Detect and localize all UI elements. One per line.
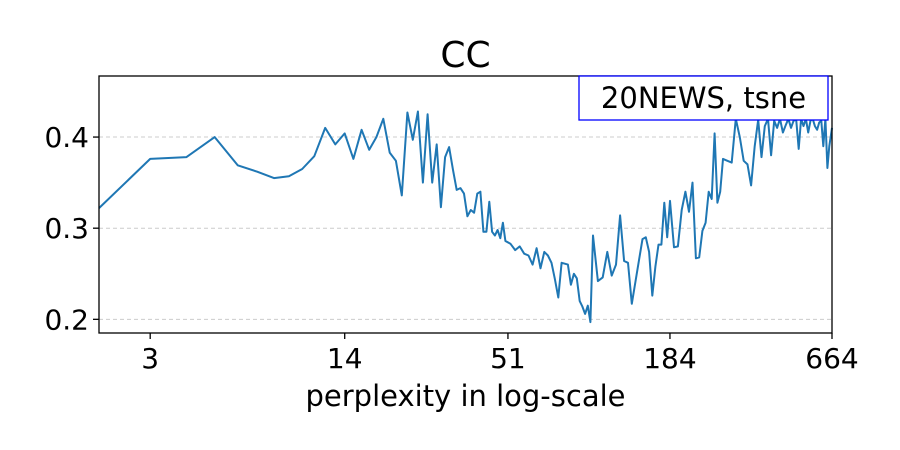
x-tick-label: 3 <box>141 342 159 375</box>
chart-title: CC <box>440 35 490 76</box>
y-tick-label: 0.3 <box>44 212 89 245</box>
x-axis-ticks: 3 14 51 184 664 <box>141 333 859 375</box>
x-tick-label: 664 <box>805 342 858 375</box>
x-axis-label: perplexity in log-scale <box>306 379 626 413</box>
grid-lines <box>99 136 832 320</box>
y-tick-label: 0.4 <box>44 121 89 154</box>
x-tick-label: 184 <box>643 342 696 375</box>
series-line <box>98 110 833 324</box>
plot-frame <box>98 75 833 334</box>
legend-annotation: 20NEWS, tsne <box>578 75 829 121</box>
x-tick-label: 51 <box>490 342 526 375</box>
series-polyline <box>98 110 833 324</box>
y-axis-ticks: 0.2 0.3 0.4 <box>44 121 99 336</box>
annotation-text: 20NEWS, tsne <box>601 81 806 115</box>
annotation-box <box>578 75 829 121</box>
x-tick-label: 14 <box>327 342 363 375</box>
y-tick-label: 0.2 <box>44 303 89 336</box>
